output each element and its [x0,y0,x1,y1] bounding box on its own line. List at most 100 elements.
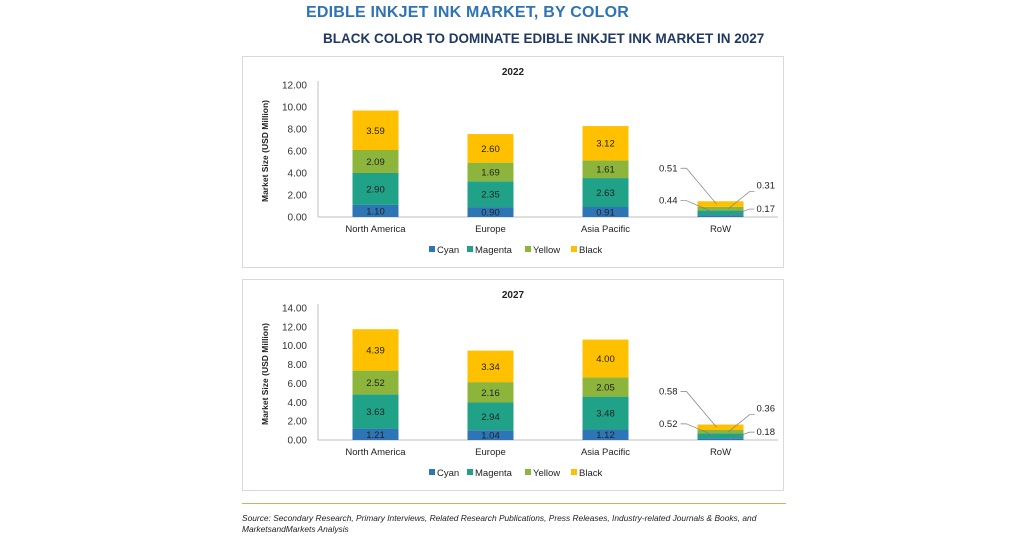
bar-yellow-asia-pacific [582,160,629,179]
chart-panel-2022: 2022 Market Size (USD Million) 0.00 2.00 4.0… [242,56,784,268]
chart-title: 2022 [502,67,525,78]
legend-swatch-magenta [467,246,473,252]
data-label-yellow: 0.36 [757,404,776,415]
data-label-cyan: 1.21 [366,430,385,441]
bar-black-asia-pacific [582,339,629,378]
data-label-cyan: 1.12 [596,430,615,441]
leader-line-magenta [680,200,715,214]
bar-magenta-europe [467,402,514,431]
data-label-cyan: 0.17 [757,204,776,215]
y-tick-label: 10.00 [282,103,307,114]
chart-title: 2027 [502,290,525,301]
bar-cyan-north-america [352,428,399,440]
x-tick-label: RoW [710,447,731,458]
data-label-cyan: 0.90 [481,208,500,219]
bar-cyan-row [697,438,744,440]
leader-line-cyan [730,431,755,440]
x-tick-label: Europe [475,224,506,235]
y-tick-label: 0.00 [288,436,308,447]
leader-line-black [680,167,717,205]
y-tick-label: 4.00 [288,398,308,409]
legend-label-cyan: Cyan [437,468,459,479]
data-label-yellow: 2.16 [481,388,500,399]
data-label-magenta: 2.94 [481,412,500,423]
bar-yellow-north-america [352,150,399,173]
bar-cyan-asia-pacific [582,206,629,217]
y-tick-label: 14.00 [282,304,307,315]
data-label-black: 3.34 [481,362,500,373]
legend-swatch-black [571,469,577,475]
legend-swatch-cyan [429,246,435,252]
y-axis-label: Market Size (USD Million) [260,100,270,202]
y-tick-label: 6.00 [288,147,308,158]
bar-cyan-europe [467,207,514,217]
legend-swatch-cyan [429,469,435,475]
bar-cyan-europe [467,430,514,440]
y-tick-label: 8.00 [288,125,308,136]
data-label-yellow: 2.05 [596,382,615,393]
bar-black-north-america [352,110,399,151]
y-tick-label: 2.00 [288,191,308,202]
bar-cyan-row [697,215,744,217]
legend-swatch-yellow [525,469,531,475]
legend-label-magenta: Magenta [475,245,513,256]
leader-line-cyan [730,208,755,217]
y-axis-label: Market Size (USD Million) [260,323,270,425]
data-label-yellow: 0.31 [757,181,776,192]
x-tick-label: North America [345,447,406,458]
bar-black-north-america [352,329,399,371]
x-tick-label: Asia Pacific [581,224,630,235]
data-label-black: 3.59 [366,126,385,137]
page-title: EDIBLE INKJET INK MARKET, BY COLOR [306,4,629,21]
legend-label-cyan: Cyan [437,245,459,256]
leader-line-magenta [680,423,715,437]
x-tick-label: Asia Pacific [581,447,630,458]
legend-label-magenta: Magenta [475,468,513,479]
legend-label-black: Black [579,245,602,256]
y-tick-label: 2.00 [288,417,308,428]
bar-magenta-north-america [352,394,399,429]
data-label-magenta: 3.63 [366,407,385,418]
bar-magenta-row [697,433,744,439]
data-label-yellow: 2.09 [366,157,385,168]
bar-black-asia-pacific [582,126,629,161]
data-label-magenta: 0.52 [659,419,678,430]
bar-black-europe [467,134,514,163]
bar-magenta-asia-pacific [582,396,629,430]
legend-label-black: Black [579,468,602,479]
data-label-magenta: 2.35 [481,190,500,201]
bar-yellow-row [697,206,744,211]
leader-line-yellow [728,414,755,432]
chart-2022: 2022 Market Size (USD Million) 0.00 2.00 4.0… [260,67,778,256]
bar-black-row [697,201,744,207]
y-tick-label: 4.00 [288,169,308,180]
bar-yellow-asia-pacific [582,377,629,397]
data-label-cyan: 0.18 [757,427,776,438]
data-label-cyan: 0.91 [596,207,615,218]
y-tick-label: 12.00 [282,322,307,333]
bar-yellow-europe [467,162,514,182]
data-label-magenta: 3.48 [596,409,615,420]
data-label-magenta: 0.44 [659,196,678,207]
data-label-yellow: 1.61 [596,165,615,176]
data-label-black: 3.12 [596,139,615,150]
bar-magenta-north-america [352,173,399,205]
data-label-magenta: 2.90 [366,184,385,195]
legend-swatch-magenta [467,469,473,475]
legend-swatch-black [571,246,577,252]
bar-magenta-asia-pacific [582,178,629,207]
source-note: Source: Secondary Research, Primary Inte… [242,513,757,534]
leader-line-yellow [728,191,755,209]
chart-2027: 2027 Market Size (USD Million) 0.00 2.00 4.0… [260,290,778,479]
y-tick-label: 8.00 [288,360,308,371]
data-label-black: 4.39 [366,345,385,356]
x-tick-label: RoW [710,224,731,235]
bar-cyan-north-america [352,204,399,217]
bar-black-europe [467,350,514,383]
data-label-black: 0.58 [659,387,678,398]
bar-black-row [697,424,744,431]
chart-panel-2027: 2027 Market Size (USD Million) 0.00 2.00 4.0… [242,279,784,491]
data-label-magenta: 2.63 [596,188,615,199]
bar-magenta-row [697,210,744,216]
data-label-black: 2.60 [481,144,500,155]
